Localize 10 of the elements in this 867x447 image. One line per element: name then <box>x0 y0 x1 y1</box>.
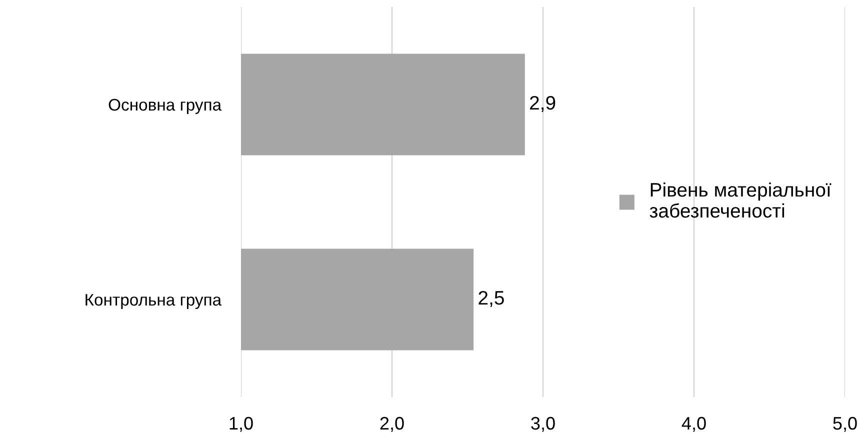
x-tick-label: 1,0 <box>230 416 253 432</box>
data-label: 2,9 <box>530 96 556 112</box>
legend-label: Рівень матеріальної забезпеченості <box>650 182 832 218</box>
y-tick-label: Контрольна група <box>86 294 222 309</box>
x-tick-label: 2,0 <box>380 416 404 432</box>
y-tick-label: Основна група <box>108 98 222 114</box>
data-label: 2,5 <box>478 290 504 308</box>
x-tick-label: 5,0 <box>833 416 857 432</box>
x-tick-label: 4,0 <box>682 416 706 432</box>
x-tick-label: 3,0 <box>531 416 555 432</box>
